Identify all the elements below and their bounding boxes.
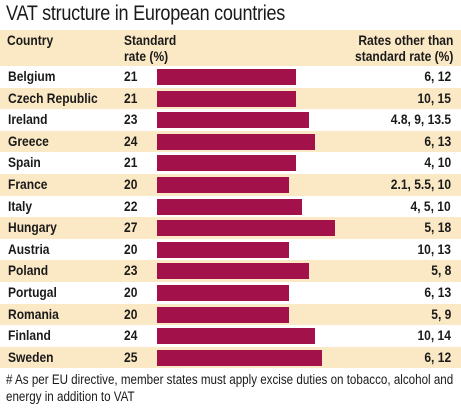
table-row: Czech Republic 21 10, 15 <box>0 87 461 110</box>
standard-rate-bar <box>157 306 289 323</box>
country-label: Sweden <box>8 348 54 365</box>
other-rates-value: 2.1, 5.5, 10 <box>390 176 451 192</box>
country-label: Ireland <box>8 111 48 128</box>
header-other-rates-line1: Rates other than <box>357 32 453 48</box>
standard-rate-bar <box>157 198 303 215</box>
country-label: Belgium <box>8 68 56 84</box>
standard-rate-value: 23 <box>124 111 138 128</box>
header-country: Country <box>7 32 54 48</box>
country-label: France <box>8 176 48 192</box>
table-row: Sweden 25 6, 12 <box>0 346 461 369</box>
country-label: Czech Republic <box>8 89 98 106</box>
table-row: Italy 22 4, 5, 10 <box>0 196 461 218</box>
other-rates-value: 10, 15 <box>417 89 451 106</box>
other-rates-value: 5, 18 <box>424 219 451 236</box>
other-rates-value: 5, 9 <box>430 305 451 322</box>
table-row: Austria 20 10, 13 <box>0 239 461 261</box>
table-row: Ireland 23 4.8, 9, 13.5 <box>0 109 461 131</box>
country-label: Greece <box>8 132 49 149</box>
standard-rate-bar <box>157 220 336 237</box>
standard-rate-bar <box>157 328 316 345</box>
country-label: Portugal <box>8 284 57 300</box>
table-row: Poland 23 5, 8 <box>0 260 461 282</box>
standard-rate-value: 20 <box>124 240 138 257</box>
standard-rate-value: 22 <box>124 197 138 214</box>
other-rates-value: 6, 13 <box>424 132 451 149</box>
country-label: Finland <box>8 327 51 344</box>
standard-rate-value: 20 <box>124 176 138 192</box>
other-rates-value: 6, 12 <box>424 348 451 365</box>
table-row: Portugal 20 6, 13 <box>0 282 461 304</box>
standard-rate-bar <box>157 177 289 193</box>
standard-rate-value: 21 <box>124 89 138 106</box>
other-rates-value: 4, 10 <box>424 154 451 171</box>
country-label: Italy <box>8 197 33 214</box>
table-row: Romania 20 5, 9 <box>0 303 461 326</box>
other-rates-value: 6, 13 <box>424 284 451 300</box>
standard-rate-bar <box>157 112 309 129</box>
other-rates-value: 10, 14 <box>417 327 451 344</box>
table-row: Finland 24 10, 14 <box>0 325 461 347</box>
standard-rate-value: 24 <box>124 327 138 344</box>
country-label: Spain <box>8 154 41 171</box>
table-row: Belgium 21 6, 12 <box>0 66 461 88</box>
other-rates-value: 4.8, 9, 13.5 <box>390 111 451 128</box>
header-other-rates: Rates other than standard rate (%) <box>355 32 453 64</box>
country-label: Austria <box>8 240 50 257</box>
table-row: France 20 2.1, 5.5, 10 <box>0 174 461 196</box>
header-other-rates-line2: standard rate (%) <box>354 48 453 64</box>
standard-rate-bar <box>157 155 296 172</box>
other-rates-value: 5, 8 <box>430 262 451 279</box>
standard-rate-bar <box>157 90 296 107</box>
standard-rate-bar <box>157 241 289 258</box>
standard-rate-value: 20 <box>124 284 138 300</box>
other-rates-value: 6, 12 <box>424 68 451 84</box>
table-row: Hungary 27 5, 18 <box>0 217 461 239</box>
standard-rate-value: 20 <box>124 305 138 322</box>
table-row: Greece 24 6, 13 <box>0 130 461 153</box>
header-standard-rate: Standard rate (%) <box>124 32 176 64</box>
other-rates-value: 10, 13 <box>417 240 451 257</box>
header-standard-rate-line2: rate (%) <box>124 48 169 64</box>
standard-rate-value: 27 <box>124 219 138 236</box>
standard-rate-value: 24 <box>124 132 138 149</box>
standard-rate-value: 21 <box>124 68 138 84</box>
standard-rate-value: 21 <box>124 154 138 171</box>
country-label: Romania <box>8 305 59 322</box>
footnote: # As per EU directive, member states mus… <box>6 372 454 404</box>
table-row: Spain 21 4, 10 <box>0 152 461 174</box>
standard-rate-value: 23 <box>124 262 138 279</box>
chart-title: VAT structure in European countries <box>6 2 286 25</box>
table-header: Country Standard rate (%) Rates other th… <box>0 30 461 66</box>
other-rates-value: 4, 5, 10 <box>410 197 451 214</box>
country-label: Hungary <box>8 219 57 236</box>
standard-rate-bar <box>157 133 316 150</box>
standard-rate-bar <box>157 263 309 280</box>
standard-rate-value: 25 <box>124 348 138 365</box>
country-label: Poland <box>8 262 49 279</box>
standard-rate-bar <box>157 285 289 301</box>
standard-rate-bar <box>157 349 322 366</box>
standard-rate-bar <box>157 69 296 85</box>
header-standard-rate-line1: Standard <box>124 32 177 48</box>
